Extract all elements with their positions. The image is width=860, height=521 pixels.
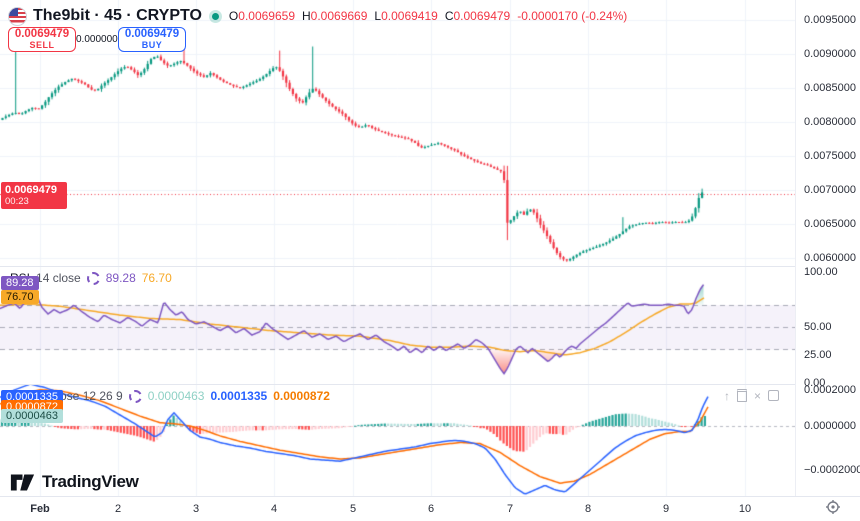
sell-label: SELL: [29, 40, 55, 51]
buy-label: BUY: [141, 40, 163, 51]
spread-value: 0.0000000: [76, 34, 124, 45]
macd-params: close 12 26 9: [51, 389, 123, 403]
high-label: H: [302, 9, 311, 23]
time-axis-label: 9: [662, 503, 670, 515]
macd-axis-label: 0.0002000: [804, 384, 856, 396]
chart-canvas[interactable]: [0, 0, 795, 496]
close-label: C: [444, 9, 454, 23]
settings-gear-icon[interactable]: [825, 499, 841, 520]
low-label: L: [374, 9, 382, 23]
time-axis-label: 7: [506, 503, 514, 515]
maximize-pane-icon[interactable]: [768, 390, 780, 401]
buy-price: 0.0069479: [124, 27, 180, 40]
tradingview-logo[interactable]: TradingView: [10, 472, 139, 492]
rsi-axis-label: 50.00: [804, 321, 832, 334]
price-axis-label: 0.0065000: [804, 218, 856, 230]
macd-loading-spinner-icon: [128, 389, 142, 403]
change-value: -0.0000170 (-0.24%): [517, 9, 628, 23]
rsi-loading-spinner-icon: [86, 271, 100, 285]
price-axis-label: 0.0060000: [804, 252, 856, 264]
market-status-dot-icon[interactable]: [211, 12, 219, 20]
symbol-header: The9bit · 45 · CRYPTO O0.0069659 H0.0069…: [8, 5, 627, 27]
macd-axis-label: −0.0002000: [804, 464, 860, 476]
pane-controls: ↑ ×: [724, 388, 780, 403]
time-axis-label: 8: [584, 503, 592, 515]
price-axis-label: 0.0090000: [804, 47, 856, 60]
us-flag-icon: [8, 6, 27, 26]
price-axis-label: 0.0070000: [804, 184, 856, 196]
buy-button[interactable]: 0.0069479 BUY: [118, 27, 186, 52]
time-axis-label: 6: [427, 503, 435, 515]
rsi-value: 89.28: [105, 271, 136, 285]
pane-separator[interactable]: [0, 266, 860, 267]
move-pane-up-icon[interactable]: ↑: [724, 388, 730, 403]
rsi-ma-value: 76.70: [141, 271, 172, 285]
rsi-axis-badge: 89.28: [1, 275, 39, 290]
rsi-axis-label: 0.00: [804, 376, 826, 389]
time-axis-label: 4: [270, 503, 278, 515]
price-axis-label: 0.0085000: [804, 82, 856, 94]
macd-hist-value: 0.0000463: [147, 389, 205, 403]
tradingview-logo-text: TradingView: [42, 472, 139, 491]
low-value: 0.0069419: [381, 9, 438, 23]
price-axis-label: 0.0075000: [804, 150, 856, 162]
sell-button[interactable]: 0.0069479 SELL: [8, 27, 76, 52]
rsi-params: 14 close: [36, 271, 81, 285]
macd-hist-axis-badge: 0.0000463: [1, 408, 63, 423]
time-axis-label: Feb: [30, 503, 50, 515]
rsi-axis-label: 100.00: [804, 266, 838, 278]
close-pane-icon[interactable]: ×: [754, 388, 762, 403]
rsi-axis-label: 25.00: [804, 348, 832, 361]
ohlc-values: O0.0069659 H0.0069669 L0.0069419 C0.0069…: [229, 9, 627, 23]
macd-signal-value: 0.0000872: [273, 389, 330, 403]
pane-separator[interactable]: [0, 384, 860, 385]
time-axis-label: 5: [349, 503, 357, 515]
open-value: 0.0069659: [238, 9, 295, 23]
price-axis[interactable]: 0.0095000 0.0090000 0.0085000 0.0080000 0.00…: [796, 0, 860, 496]
tradingview-logo-icon: [10, 473, 35, 491]
price-axis-label: 0.0095000: [804, 13, 856, 26]
sell-price: 0.0069479: [14, 27, 70, 40]
current-price-value: 0.0069479: [5, 183, 57, 196]
bar-countdown: 00:23: [5, 195, 29, 207]
macd-line-value: 0.0001335: [210, 389, 268, 403]
close-value: 0.0069479: [453, 9, 511, 23]
time-axis-label: 3: [192, 503, 200, 515]
time-axis[interactable]: Feb 2 3 4 5 6 7 8 9 10: [0, 496, 860, 521]
time-axis-label: 10: [738, 503, 752, 515]
price-axis-label: 0.0080000: [804, 116, 856, 128]
high-value: 0.0069669: [310, 9, 368, 23]
time-axis-label: 2: [114, 503, 122, 515]
delete-pane-icon[interactable]: [737, 389, 747, 402]
price-axis-separator: [795, 0, 796, 496]
macd-axis-label: 0.0000000: [804, 420, 856, 432]
symbol-title[interactable]: The9bit · 45 · CRYPTO: [33, 7, 202, 24]
current-price-badge: 0.0069479 00:23: [1, 181, 67, 209]
open-label: O: [228, 9, 239, 23]
rsi-ma-axis-badge: 76.70: [1, 289, 39, 304]
